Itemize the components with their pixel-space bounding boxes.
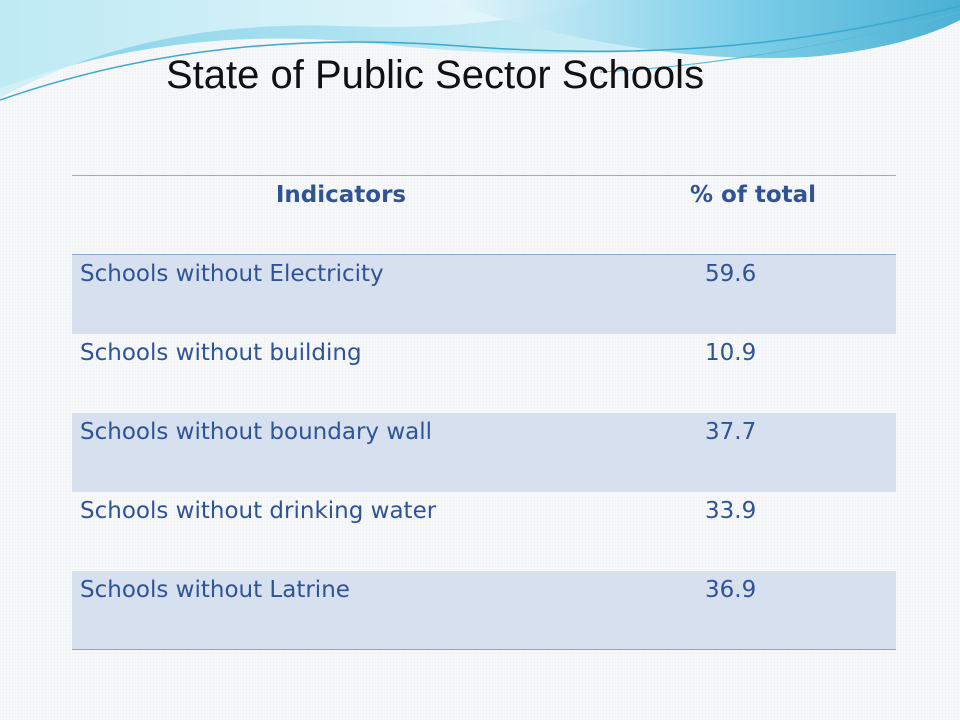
percent-cell: 37.7 [705, 418, 757, 445]
indicators-table: Indicators % of total Schools without El… [72, 175, 896, 650]
wave-line [0, 5, 960, 101]
indicator-cell: Schools without Electricity [80, 261, 384, 287]
table-row: Schools without boundary wall 37.7 [72, 412, 896, 492]
column-header-percent: % of total [610, 175, 896, 255]
percent-cell: 33.9 [705, 497, 757, 524]
wave-line-2 [599, 11, 960, 73]
percent-cell: 10.9 [705, 339, 757, 366]
wave-mid [0, 0, 600, 98]
table-header: Indicators % of total [72, 175, 896, 255]
indicator-cell: Schools without building [80, 339, 362, 366]
table-body: Schools without Electricity 59.6 Schools… [72, 254, 896, 650]
indicator-cell: Schools without boundary wall [80, 418, 433, 445]
indicator-cell: Schools without drinking water [80, 497, 437, 524]
percent-cell: 59.6 [705, 261, 757, 287]
slide-title: State of Public Sector Schools [166, 53, 705, 97]
table-row: Schools without Latrine 36.9 [72, 570, 896, 650]
percent-cell: 36.9 [705, 576, 757, 603]
indicator-cell: Schools without Latrine [80, 576, 350, 603]
table-header-row: Indicators % of total [72, 175, 896, 255]
table-row: Schools without Electricity 59.6 [72, 254, 896, 334]
table-row: Schools without building 10.9 [72, 334, 896, 413]
decorative-wave-banner [0, 0, 960, 101]
column-header-indicators: Indicators [72, 175, 610, 255]
table-row: Schools without drinking water 33.9 [72, 492, 896, 571]
wave-front [440, 0, 960, 59]
